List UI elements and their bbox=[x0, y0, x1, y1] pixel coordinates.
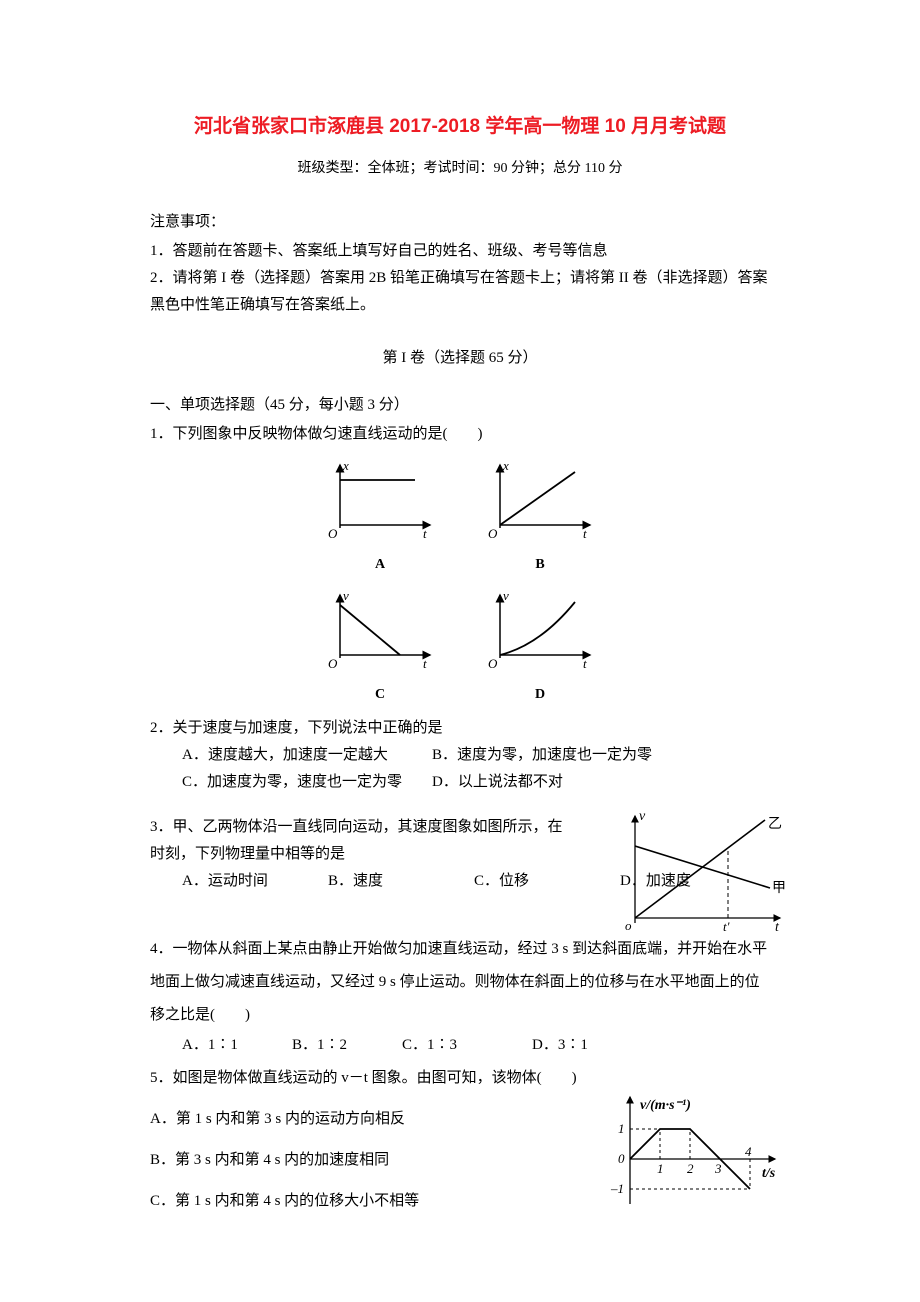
svg-text:1: 1 bbox=[657, 1161, 664, 1176]
q4-options: A．1∶1 B．1∶2 C．1∶3 D．3∶1 bbox=[150, 1032, 770, 1059]
svg-text:x: x bbox=[342, 460, 349, 473]
svg-text:x: x bbox=[502, 460, 509, 473]
q1-graph-b: x t O bbox=[480, 460, 600, 540]
svg-text:2: 2 bbox=[687, 1161, 694, 1176]
page-subtitle: 班级类型：全体班；考试时间：90 分钟；总分 110 分 bbox=[150, 156, 770, 181]
q3-options: A．运动时间 B．速度 C．位移 D．加速度 bbox=[150, 868, 580, 895]
svg-text:4: 4 bbox=[745, 1144, 752, 1159]
q3-opt-a: A．运动时间 bbox=[182, 868, 272, 895]
svg-text:t: t bbox=[583, 526, 587, 540]
q4-opt-d: D．3∶1 bbox=[532, 1032, 588, 1059]
svg-text:3: 3 bbox=[714, 1161, 722, 1176]
q1-label-a: A bbox=[320, 552, 440, 577]
q1-label-b: B bbox=[480, 552, 600, 577]
svg-text:t: t bbox=[423, 656, 427, 670]
notice-line-1: 1．答题前在答题卡、答案纸上填写好自己的姓名、班级、考号等信息 bbox=[150, 238, 770, 265]
svg-text:v: v bbox=[639, 809, 646, 824]
svg-text:t: t bbox=[423, 526, 427, 540]
q2-opt-b: B．速度为零，加速度也一定为零 bbox=[432, 742, 682, 769]
svg-text:O: O bbox=[488, 656, 498, 670]
q4-opt-b: B．1∶2 bbox=[292, 1032, 402, 1059]
page-title: 河北省张家口市涿鹿县 2017-2018 学年高一物理 10 月月考试题 bbox=[150, 110, 770, 144]
svg-text:t: t bbox=[775, 920, 780, 935]
q1-graph-a: x t O bbox=[320, 460, 440, 540]
section-1-head: 第 I 卷（选择题 65 分） bbox=[150, 345, 770, 372]
svg-text:t: t bbox=[583, 656, 587, 670]
q5-figure: v/(m·s⁻¹) t/s 1 0 –1 1 2 3 4 bbox=[590, 1089, 790, 1229]
svg-text:v: v bbox=[503, 590, 509, 603]
q2-opt-a: A．速度越大，加速度一定越大 bbox=[182, 742, 432, 769]
svg-text:O: O bbox=[328, 656, 338, 670]
notice-head: 注意事项： bbox=[150, 209, 770, 236]
q3-stem: 3．甲、乙两物体沿一直线同向运动，其速度图象如图所示，在 时刻，下列物理量中相等… bbox=[150, 814, 580, 868]
svg-text:乙: 乙 bbox=[768, 816, 782, 832]
svg-text:t': t' bbox=[723, 919, 730, 934]
svg-text:O: O bbox=[488, 526, 498, 540]
q3-opt-b: B．速度 bbox=[328, 868, 418, 895]
q5-stem: 5．如图是物体做直线运动的 v－t 图象。由图可知，该物体( ) bbox=[150, 1065, 770, 1092]
svg-text:–1: –1 bbox=[610, 1181, 624, 1196]
q4-opt-c: C．1∶3 bbox=[402, 1032, 532, 1059]
q1-graphs-row2: v t O C v t O D bbox=[150, 590, 770, 707]
q3-opt-c: C．位移 bbox=[474, 868, 564, 895]
q2-stem: 2．关于速度与加速度，下列说法中正确的是 bbox=[150, 715, 770, 742]
q1-graphs-row1: x t O A x t O B bbox=[150, 460, 770, 577]
svg-text:o: o bbox=[625, 918, 632, 933]
q1-graph-d: v t O bbox=[480, 590, 600, 670]
q2-opt-c: C．加速度为零，速度也一定为零 bbox=[182, 769, 432, 796]
svg-text:甲: 甲 bbox=[772, 881, 786, 896]
svg-text:t/s: t/s bbox=[762, 1166, 776, 1181]
notice-line-2: 2．请将第 I 卷（选择题）答案用 2B 铅笔正确填写在答题卡上；请将第 II … bbox=[150, 265, 770, 319]
q1-stem: 1．下列图象中反映物体做匀速直线运动的是( ) bbox=[150, 421, 770, 448]
q2-options: A．速度越大，加速度一定越大 B．速度为零，加速度也一定为零 C．加速度为零，速… bbox=[150, 742, 770, 796]
q2-opt-d: D．以上说法都不对 bbox=[432, 769, 682, 796]
svg-text:O: O bbox=[328, 526, 338, 540]
q1-label-c: C bbox=[320, 682, 440, 707]
q1-graph-c: v t O bbox=[320, 590, 440, 670]
q3-figure: v t o t' 乙 甲 bbox=[615, 808, 790, 948]
svg-text:v: v bbox=[343, 590, 349, 603]
q1-label-d: D bbox=[480, 682, 600, 707]
q4-opt-a: A．1∶1 bbox=[182, 1032, 292, 1059]
svg-text:0: 0 bbox=[618, 1151, 625, 1166]
svg-text:1: 1 bbox=[618, 1121, 625, 1136]
part-1-head: 一、单项选择题（45 分，每小题 3 分） bbox=[150, 392, 770, 419]
svg-text:v/(m·s⁻¹): v/(m·s⁻¹) bbox=[640, 1098, 691, 1113]
